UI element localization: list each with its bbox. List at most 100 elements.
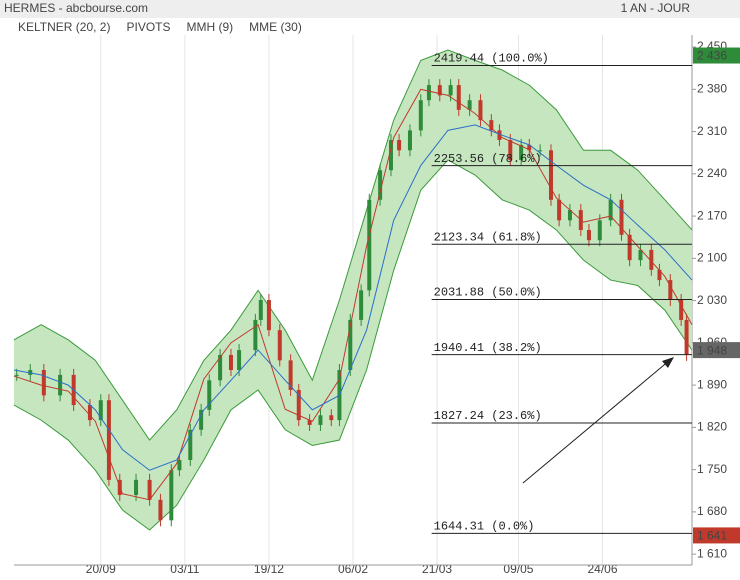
candle-body [448, 85, 453, 96]
candle-body [668, 280, 673, 300]
candle-body [508, 140, 513, 160]
candle-body [367, 199, 372, 291]
pivot-label: 2419.44 (100.0%) [434, 52, 549, 66]
y-tick-label: 2 170 [697, 208, 727, 222]
candle-body [169, 470, 174, 521]
candle-body [258, 300, 263, 320]
candle-body [378, 170, 383, 200]
mmh-line [13, 88, 693, 501]
candle-body [426, 85, 431, 101]
legend-entry: MMH (9) [187, 20, 234, 34]
mme-line [13, 124, 693, 471]
candle-body [679, 300, 684, 320]
candle-body [586, 229, 591, 241]
y-tick-label: 2 030 [697, 293, 727, 307]
keltner-fill [14, 50, 692, 530]
arrow [522, 359, 671, 484]
candle-body [527, 144, 532, 151]
candle-body [348, 319, 353, 371]
candle-body [418, 100, 423, 131]
pivot-label: 1827.24 (23.6%) [434, 409, 542, 423]
y-tick-label: 1 820 [697, 420, 727, 434]
candle-body [359, 290, 364, 320]
candle-body [597, 220, 602, 241]
y-tick-label: 2 240 [697, 166, 727, 180]
top-bar [0, 0, 740, 18]
y-tick-label: 1 750 [697, 462, 727, 476]
candle-body [407, 130, 412, 151]
candle-body [288, 360, 293, 390]
pivot-label: 1644.31 (0.0%) [434, 520, 535, 534]
x-tick-label: 20/09 [86, 562, 116, 576]
price-tag-label: 1 641 [697, 529, 727, 543]
candle-body [253, 319, 258, 351]
candle-body [296, 389, 301, 421]
x-tick-label: 03/11 [170, 562, 199, 576]
candle-body [478, 100, 483, 121]
candle-body [134, 479, 139, 495]
candle-body [158, 499, 163, 521]
candle-body [567, 210, 572, 221]
candle-body [397, 140, 402, 151]
candle-body [177, 459, 182, 471]
candle-body [307, 420, 312, 425]
candle-body [684, 319, 689, 355]
y-tick-label: 1 890 [697, 377, 727, 391]
y-tick-label: 2 100 [697, 251, 727, 265]
candle-body [608, 199, 613, 221]
candle-body [638, 249, 643, 261]
x-tick-label: 06/02 [338, 562, 368, 576]
legend-entry: MME (30) [249, 20, 302, 34]
candle-body [557, 199, 562, 221]
candle-body [548, 150, 553, 200]
candle-body [388, 140, 393, 171]
legend-entry: PIVOTS [126, 20, 170, 34]
candle-body [519, 144, 524, 160]
x-tick-label: 21/03 [422, 562, 452, 576]
candle-body [58, 374, 63, 396]
candle-body [207, 380, 212, 410]
candle-body [188, 429, 193, 460]
pivot-label: 2123.34 (61.8%) [434, 230, 542, 244]
period: 1 AN - JOUR [621, 1, 691, 15]
price-tag-label: 2 436 [697, 49, 727, 63]
y-tick-label: 1 680 [697, 504, 727, 518]
legend-entry: KELTNER (20, 2) [18, 20, 110, 34]
candle-body [277, 330, 282, 361]
candle-body [41, 370, 46, 396]
candle-body [106, 400, 111, 480]
candle-body [657, 269, 662, 281]
chart-title: HERMES - abcbourse.com [4, 1, 148, 15]
candle-body [456, 85, 461, 110]
candle-body [329, 415, 334, 421]
price-tag-label: 1 948 [697, 343, 727, 357]
y-tick-label: 2 380 [697, 81, 727, 95]
candle-body [266, 300, 271, 331]
candle-body [14, 374, 19, 376]
candle-body [98, 400, 103, 421]
y-tick-label: 1 610 [697, 546, 727, 560]
x-tick-label: 09/05 [503, 562, 533, 576]
price-tag [693, 47, 740, 64]
arrow-head [662, 357, 674, 368]
keltner-upper [13, 49, 693, 441]
pivot-label: 1940.41 (38.2%) [434, 341, 542, 355]
candle-body [228, 354, 233, 371]
candle-body [218, 354, 223, 381]
x-tick-label: 19/12 [254, 562, 284, 576]
candle-body [627, 234, 632, 261]
price-tag [693, 342, 740, 359]
candle-body [237, 350, 242, 371]
candle-body [649, 249, 654, 270]
candle-body [437, 85, 442, 96]
pivot-label: 2031.88 (50.0%) [434, 286, 542, 300]
y-tick-label: 2 310 [697, 124, 727, 138]
candle-body [538, 150, 543, 152]
candle-body [467, 100, 472, 110]
candle-body [87, 405, 92, 421]
x-tick-label: 24/06 [587, 562, 617, 576]
candle-body [489, 120, 494, 131]
keltner-lower [13, 159, 693, 531]
price-tag [693, 527, 740, 544]
